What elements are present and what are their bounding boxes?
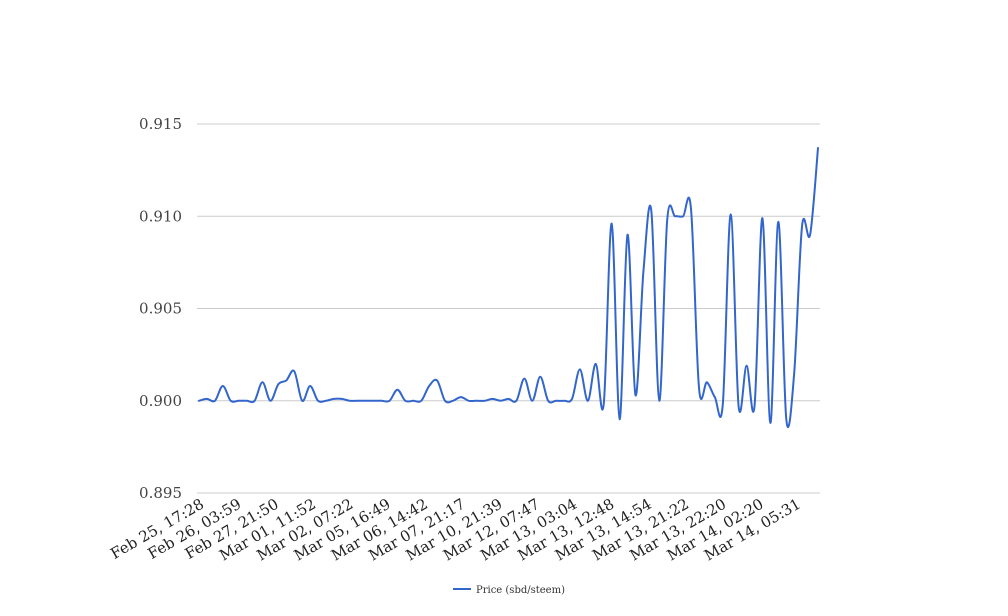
y-tick-label: 0.895 (139, 484, 182, 502)
y-tick-label: 0.900 (139, 392, 182, 410)
legend: Price (sbd/steem) (453, 585, 565, 596)
y-tick-label: 0.910 (139, 207, 182, 225)
y-axis-ticks: 0.895 0.900 0.905 0.910 0.915 (139, 115, 182, 502)
price-series-line (198, 147, 819, 429)
y-tick-label: 0.905 (139, 300, 182, 318)
legend-label: Price (sbd/steem) (476, 585, 565, 596)
y-tick-label: 0.915 (139, 115, 182, 133)
